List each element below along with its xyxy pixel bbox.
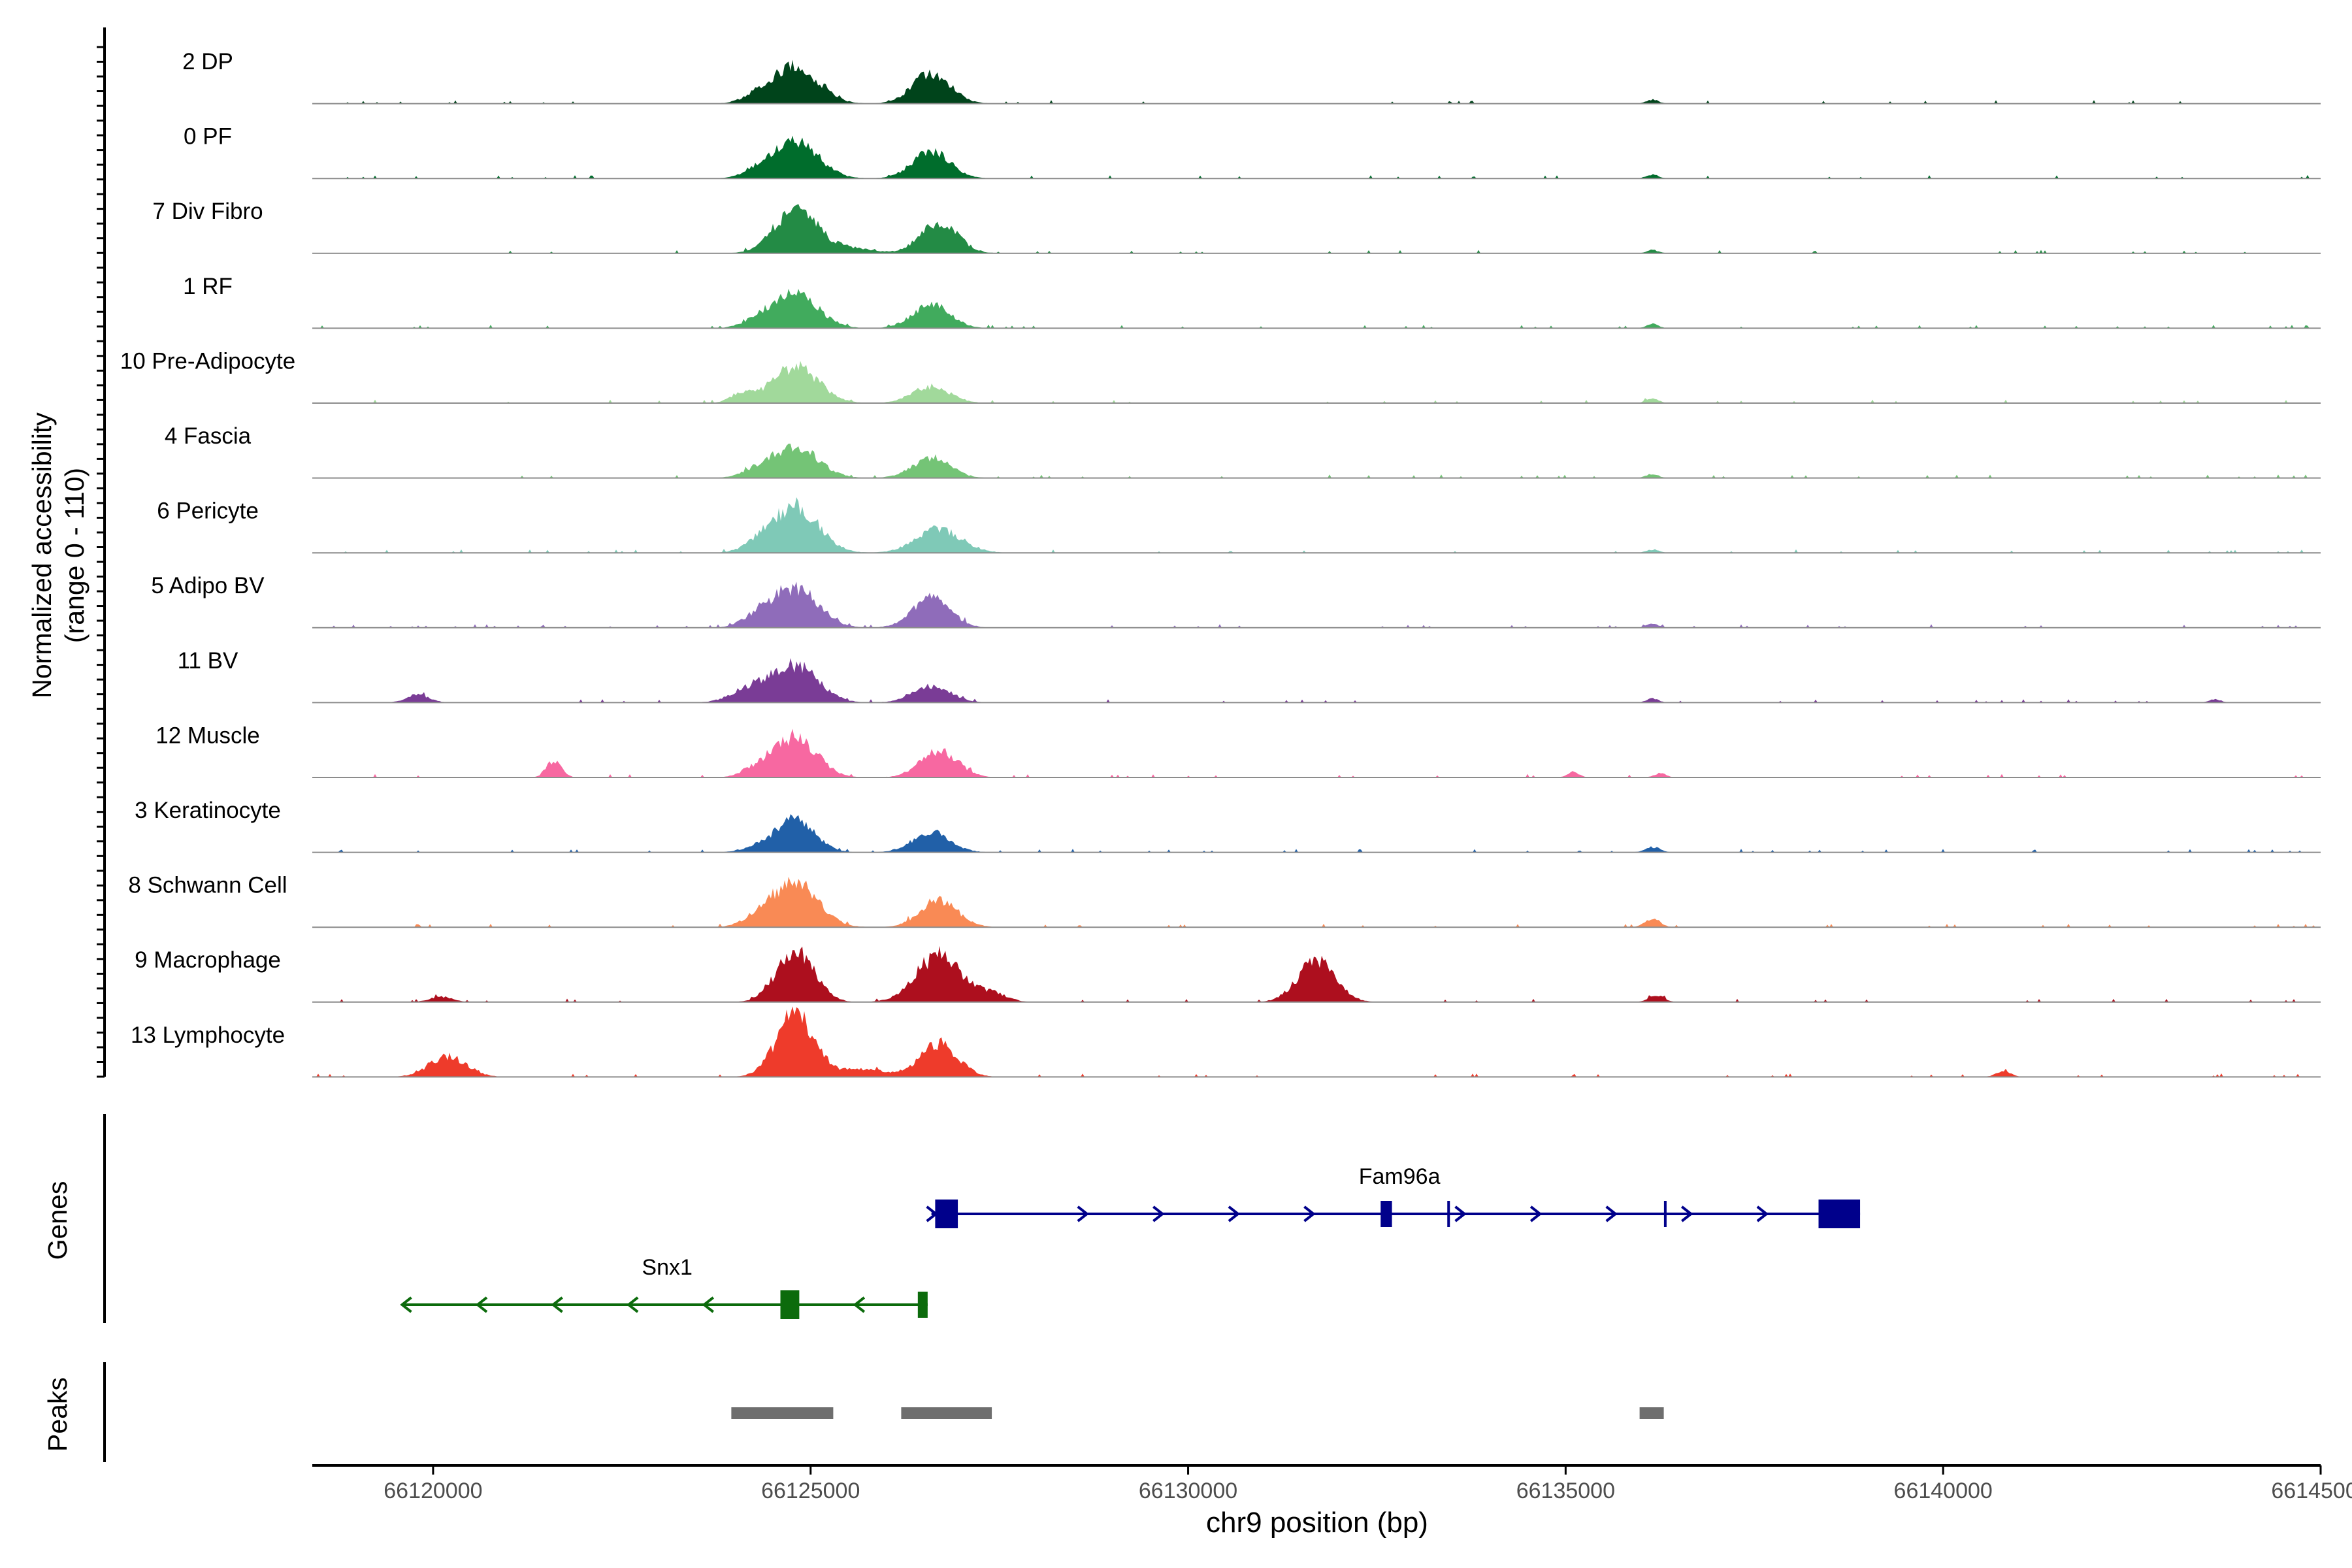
track-label: 0 PF <box>184 124 232 150</box>
track-label: 11 BV <box>178 648 238 674</box>
track-label: 6 Pericyte <box>157 498 259 524</box>
coverage-area <box>312 361 2321 403</box>
x-tick-label: 66140000 <box>1894 1478 1993 1503</box>
strand-arrow <box>1529 1205 1543 1222</box>
track-label: 10 Pre-Adipocyte <box>120 348 295 374</box>
coverage-area <box>312 444 2321 478</box>
track-label: 1 RF <box>183 274 233 299</box>
x-tick-label: 66130000 <box>1139 1478 1237 1503</box>
strand-arrow <box>551 1296 563 1313</box>
track-0-pf: 0 PF <box>184 124 2321 180</box>
track-4-fascia: 4 Fascia <box>165 423 2321 479</box>
peak-region <box>731 1407 834 1419</box>
y-axis-label: Normalized accessibility <box>27 412 57 698</box>
coverage-area <box>312 1006 2321 1077</box>
x-axis-label: chr9 position (bp) <box>1206 1507 1428 1539</box>
strand-arrow <box>1228 1205 1241 1222</box>
track-12-muscle: 12 Muscle <box>155 723 2321 778</box>
strand-arrow <box>475 1296 488 1313</box>
track-label: 8 Schwann Cell <box>128 873 287 898</box>
coverage-area <box>312 59 2321 104</box>
strand-arrow <box>1681 1205 1693 1222</box>
track-13-lymphocyte: 13 Lymphocyte <box>131 1006 2321 1078</box>
y-axis <box>97 27 106 1078</box>
strand-arrow <box>1303 1205 1316 1222</box>
peak-region <box>1639 1407 1664 1419</box>
track-label: 12 Muscle <box>155 723 260 748</box>
coverage-area <box>312 135 2321 179</box>
strand-arrow <box>1077 1205 1089 1222</box>
x-axis: 66120000 66125000 66130000 66135000 66140000… <box>312 1464 2352 1503</box>
x-tick-label: 66120000 <box>384 1478 482 1503</box>
track-2-dp: 2 DP <box>182 49 2321 105</box>
coverage-area <box>312 814 2321 853</box>
peak-panel <box>103 1362 1664 1462</box>
strand-arrow <box>702 1296 714 1313</box>
gene-label: Fam96a <box>1359 1164 1441 1189</box>
strand-arrow <box>1605 1205 1618 1222</box>
track-6-pericyte: 6 Pericyte <box>157 497 2321 554</box>
track-label: 3 Keratinocyte <box>135 798 281 823</box>
genes-panel-label: Genes <box>42 1181 73 1260</box>
gene-annotation-panel: Fam96a Snx1 <box>103 1114 1861 1323</box>
coverage-area <box>312 945 2321 1002</box>
track-label: 13 Lymphocyte <box>131 1022 285 1048</box>
gene-snx1: Snx1 <box>400 1255 928 1319</box>
peak-region <box>901 1407 992 1419</box>
track-1-rf: 1 RF <box>183 274 2321 329</box>
strand-arrow <box>1454 1205 1467 1222</box>
coverage-area <box>312 497 2321 553</box>
track-11-bv: 11 BV <box>178 648 2321 704</box>
track-8-schwann-cell: 8 Schwann Cell <box>128 873 2321 928</box>
track-label: 4 Fascia <box>165 423 252 449</box>
track-3-keratinocyte: 3 Keratinocyte <box>135 798 2321 853</box>
x-tick-label: 66125000 <box>761 1478 860 1503</box>
exon <box>935 1200 958 1228</box>
track-label: 9 Macrophage <box>135 947 281 973</box>
track-7-div-fibro: 7 Div Fibro <box>152 199 2321 254</box>
y-axis-range-label: (range 0 - 110) <box>59 468 90 643</box>
strand-arrow <box>1756 1205 1769 1222</box>
gene-label: Snx1 <box>642 1255 693 1280</box>
strand-arrow <box>1152 1205 1165 1222</box>
coverage-area <box>312 204 2321 253</box>
exon <box>780 1290 800 1319</box>
coverage-area <box>312 658 2321 703</box>
coverage-area <box>312 876 2321 928</box>
x-tick-label: 66145000 <box>2271 1478 2352 1503</box>
coverage-area <box>312 581 2321 628</box>
strand-arrow <box>626 1296 639 1313</box>
strand-arrow <box>853 1296 866 1313</box>
track-5-adipo-bv: 5 Adipo BV <box>151 573 2321 629</box>
exon <box>1818 1200 1861 1228</box>
exon <box>917 1292 928 1318</box>
track-10-pre-adipocyte: 10 Pre-Adipocyte <box>120 348 2321 404</box>
x-tick-label: 66135000 <box>1516 1478 1615 1503</box>
gene-fam96a: Fam96a <box>926 1164 1861 1228</box>
exon <box>1380 1201 1392 1227</box>
track-label: 2 DP <box>182 49 233 74</box>
coverage-area <box>312 289 2321 329</box>
track-9-macrophage: 9 Macrophage <box>135 945 2321 1003</box>
track-label: 7 Div Fibro <box>152 199 263 224</box>
coverage-tracks: 2 DP 0 PF 7 Div Fibro 1 RF 10 Pre-Adipocyte 4… <box>120 49 2321 1078</box>
coverage-area <box>312 728 2321 777</box>
peaks-panel-label: Peaks <box>42 1377 73 1452</box>
strand-arrow <box>400 1296 412 1313</box>
track-label: 5 Adipo BV <box>151 573 265 598</box>
